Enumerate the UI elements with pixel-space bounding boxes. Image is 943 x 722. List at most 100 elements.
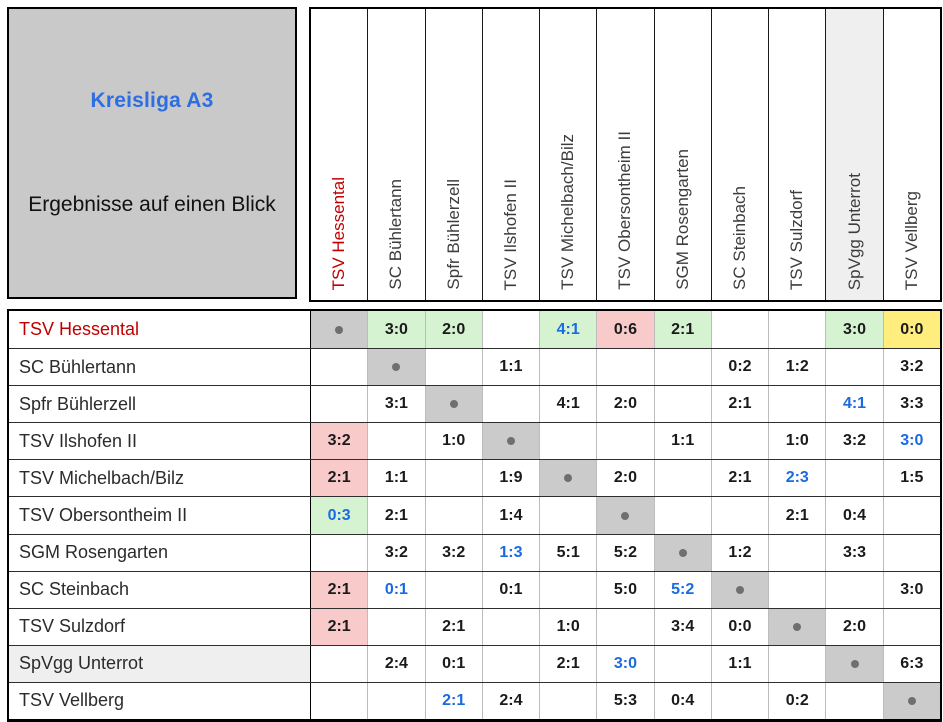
- result-cell: 0:1: [424, 645, 482, 682]
- result-cell: 5:1: [539, 534, 597, 571]
- result-cell: 0:0: [710, 608, 769, 645]
- result-cell: 2:1: [768, 497, 826, 534]
- column-header-label: TSV Obersontheim II: [615, 131, 635, 290]
- result-cell: 1:5: [882, 460, 940, 497]
- league-info-box: Kreisliga A3 ___________________________…: [7, 7, 297, 299]
- column-header-label: TSV Vellberg: [901, 190, 921, 290]
- table-row-tsv-obersontheim-ii: TSV Obersontheim II 0:3 2:1 1:4 2:1 0:4: [9, 496, 940, 534]
- result-cell: 2:1: [311, 460, 368, 497]
- result-cell: 0:2: [710, 349, 769, 386]
- diagonal-dot: [564, 474, 573, 483]
- result-cell: 5:3: [596, 682, 654, 720]
- column-header-tsv-ilshofen-ii: TSV Ilshofen II: [481, 9, 540, 300]
- column-header-label: SpVgg Unterrot: [844, 172, 864, 290]
- result-cell: [825, 682, 883, 720]
- result-cell: [596, 349, 654, 386]
- result-cell: 5:2: [653, 571, 711, 608]
- table-row-tsv-michelbach-bilz: TSV Michelbach/Bilz 2:1 1:1 1:9 2:0 2:1 2:3 1:5: [9, 459, 940, 497]
- table-row-tsv-sulzdorf: TSV Sulzdorf 2:1 2:1 1:0 3:4 0:0 2:0: [9, 607, 940, 645]
- results-grid: TSV Hessental 3:0 2:0 4:1 0:6 2:1 3:0 0:0 SC Büh…: [7, 309, 942, 722]
- result-cell: [710, 311, 769, 349]
- row-label: SpVgg Unterrot: [9, 645, 311, 682]
- result-cell: [481, 608, 540, 645]
- result-cell: [710, 571, 769, 608]
- diagonal-dot: [793, 622, 802, 631]
- column-header-label: SC Bühlertann: [386, 179, 406, 290]
- column-header-tsv-michelbach-bilz: TSV Michelbach/Bilz: [539, 9, 597, 300]
- result-cell: 4:1: [825, 386, 883, 423]
- table-row-sc-b-hlertann: SC Bühlertann 1:1 0:2 1:2 3:2: [9, 348, 940, 386]
- row-label: TSV Michelbach/Bilz: [9, 460, 311, 497]
- result-cell: [596, 608, 654, 645]
- result-cell: [653, 497, 711, 534]
- result-cell: 3:2: [825, 423, 883, 460]
- result-cell: 1:3: [481, 534, 540, 571]
- result-cell: 0:6: [596, 311, 654, 349]
- result-cell: [825, 349, 883, 386]
- result-cell: 1:1: [710, 645, 769, 682]
- result-cell: [311, 349, 368, 386]
- result-cell: [481, 386, 540, 423]
- result-cell: [424, 497, 482, 534]
- table-row-tsv-hessental: TSV Hessental 3:0 2:0 4:1 0:6 2:1 3:0 0:0: [9, 311, 940, 349]
- result-cell: [539, 571, 597, 608]
- result-cell: 2:0: [596, 386, 654, 423]
- table-row-sc-steinbach: SC Steinbach 2:1 0:1 0:1 5:0 5:2 3:0: [9, 570, 940, 608]
- result-cell: 2:0: [424, 311, 482, 349]
- column-header-tsv-obersontheim-ii: TSV Obersontheim II: [596, 9, 654, 300]
- result-cell: [768, 571, 826, 608]
- result-cell: 3:3: [825, 534, 883, 571]
- result-cell: 1:0: [424, 423, 482, 460]
- result-cell: [424, 386, 482, 423]
- diagonal-dot: [850, 659, 859, 668]
- row-label: TSV Ilshofen II: [9, 423, 311, 460]
- result-cell: 3:0: [825, 311, 883, 349]
- diagonal-dot: [678, 548, 687, 557]
- result-cell: 0:1: [481, 571, 540, 608]
- result-cell: 3:3: [882, 386, 940, 423]
- column-headers: TSV Hessental SC Bühlertann Spfr Bühlerzel…: [309, 7, 942, 302]
- result-cell: [882, 682, 940, 720]
- result-cell: 2:1: [710, 386, 769, 423]
- column-header-label: SGM Rosengarten: [672, 149, 692, 290]
- result-cell: [424, 571, 482, 608]
- result-cell: [710, 497, 769, 534]
- result-cell: 4:1: [539, 386, 597, 423]
- row-label: SC Bühlertann: [9, 349, 311, 386]
- result-cell: [311, 311, 368, 349]
- result-cell: 5:0: [596, 571, 654, 608]
- column-header-tsv-hessental: TSV Hessental: [311, 9, 368, 300]
- column-header-label: TSV Sulzdorf: [787, 189, 807, 290]
- column-header-label: TSV Ilshofen II: [500, 178, 520, 291]
- result-cell: 2:1: [311, 608, 368, 645]
- row-label: Spfr Bühlerzell: [9, 386, 311, 423]
- result-cell: 2:4: [481, 682, 540, 720]
- result-cell: 3:0: [882, 571, 940, 608]
- result-cell: [596, 423, 654, 460]
- result-cell: 1:1: [367, 460, 425, 497]
- column-header-tsv-vellberg: TSV Vellberg: [882, 9, 940, 300]
- result-cell: 1:4: [481, 497, 540, 534]
- result-cell: [882, 534, 940, 571]
- result-cell: [825, 460, 883, 497]
- result-cell: [367, 423, 425, 460]
- result-cell: 2:1: [653, 311, 711, 349]
- result-cell: [311, 534, 368, 571]
- result-cell: [768, 311, 826, 349]
- result-cell: 2:1: [367, 497, 425, 534]
- result-cell: [481, 311, 540, 349]
- result-cell: 0:0: [882, 311, 940, 349]
- result-cell: [539, 349, 597, 386]
- table-row-sgm-rosengarten: SGM Rosengarten 3:2 3:2 1:3 5:1 5:2 1:2 3:3: [9, 533, 940, 571]
- result-cell: [367, 682, 425, 720]
- result-cell: [882, 608, 940, 645]
- result-cell: 1:2: [768, 349, 826, 386]
- result-cell: [710, 682, 769, 720]
- result-cell: 3:2: [882, 349, 940, 386]
- result-cell: [825, 571, 883, 608]
- result-cell: 2:1: [710, 460, 769, 497]
- result-cell: [768, 645, 826, 682]
- result-cell: [825, 645, 883, 682]
- result-cell: [882, 497, 940, 534]
- result-cell: 4:1: [539, 311, 597, 349]
